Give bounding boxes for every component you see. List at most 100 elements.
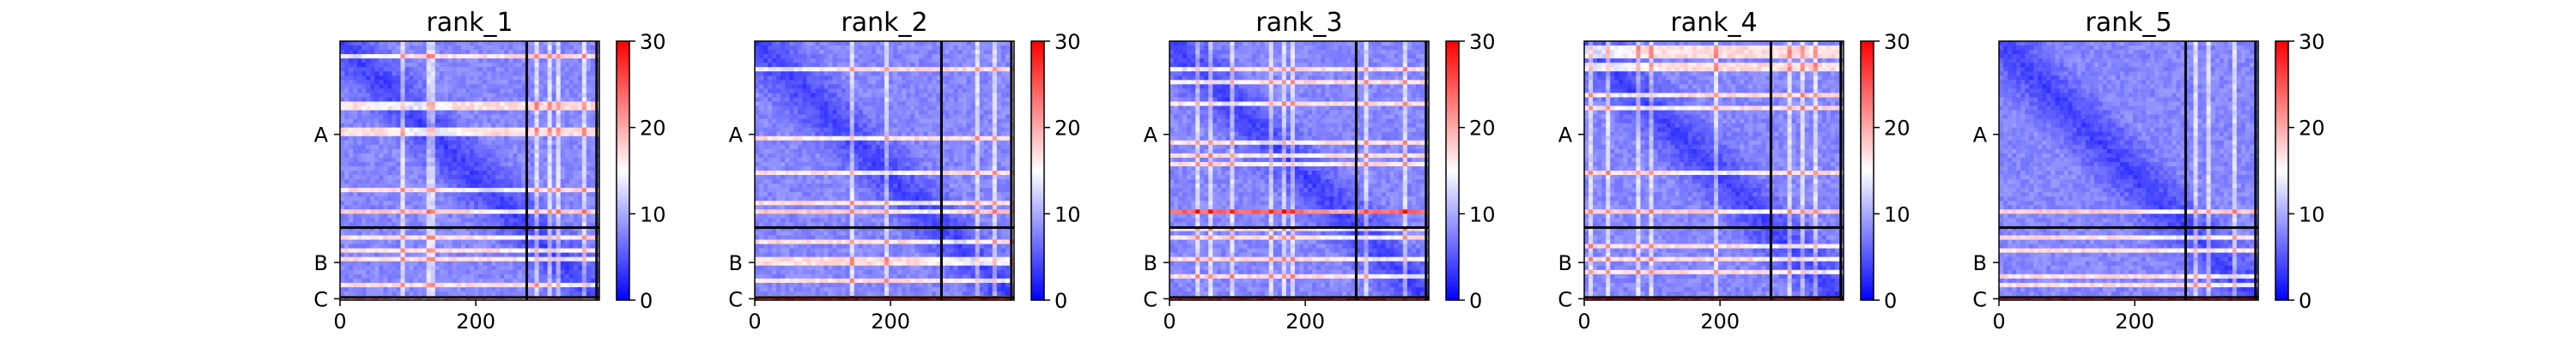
heatmap-cell — [544, 158, 548, 162]
heatmap-cell — [776, 119, 781, 123]
heatmap-cell — [414, 192, 418, 196]
heatmap-cell — [880, 54, 884, 58]
heatmap-cell — [500, 145, 504, 149]
heatmap-cell — [465, 292, 470, 296]
heatmap-cell — [470, 67, 474, 71]
heatmap-cell — [357, 88, 361, 93]
heatmap-cell — [910, 80, 914, 84]
heatmap-cell — [448, 175, 453, 179]
heatmap-cell — [789, 123, 793, 128]
heatmap-cell — [548, 123, 552, 128]
heatmap-cell — [353, 123, 357, 128]
heatmap-cell — [569, 88, 574, 93]
heatmap-cell — [513, 115, 517, 119]
heatmap-cell — [967, 101, 971, 105]
heatmap-cell — [435, 214, 440, 218]
heatmap-cell — [483, 97, 487, 101]
heatmap-cell — [474, 58, 478, 63]
heatmap-cell — [400, 128, 404, 132]
heatmap-cell — [513, 231, 517, 235]
heatmap-cell — [544, 145, 548, 149]
heatmap-cell — [478, 88, 483, 93]
heatmap-cell — [574, 205, 578, 209]
heatmap-cell — [574, 136, 578, 141]
heatmap-cell — [387, 123, 392, 128]
heatmap-cell — [383, 262, 387, 266]
heatmap-cell — [370, 192, 374, 196]
heatmap-cell — [530, 205, 534, 209]
heatmap-cell — [495, 115, 500, 119]
heatmap-cell — [768, 88, 772, 93]
heatmap-cell — [548, 80, 552, 84]
heatmap-cell — [932, 54, 936, 58]
heatmap-cell — [850, 132, 854, 136]
heatmap-cell — [889, 128, 893, 132]
heatmap-cell — [578, 119, 582, 123]
heatmap-cell — [993, 84, 997, 88]
heatmap-cell — [422, 192, 427, 196]
heatmap-cell — [833, 80, 837, 84]
heatmap-cell — [552, 123, 556, 128]
heatmap-cell — [435, 158, 440, 162]
heatmap-cell — [872, 123, 876, 128]
heatmap-cell — [453, 287, 457, 292]
heatmap-cell — [444, 231, 448, 235]
heatmap-cell — [427, 201, 431, 205]
heatmap-cell — [470, 283, 474, 287]
heatmap-cell — [802, 41, 806, 45]
heatmap-cell — [400, 214, 404, 218]
heatmap-cell — [431, 188, 435, 192]
heatmap-cell — [414, 63, 418, 67]
heatmap-cell — [954, 123, 958, 128]
heatmap-cell — [435, 196, 440, 201]
heatmap-cell — [427, 158, 431, 162]
heatmap-cell — [591, 158, 595, 162]
heatmap-cell — [508, 253, 513, 257]
heatmap-cell — [379, 184, 383, 188]
heatmap-cell — [396, 240, 400, 244]
heatmap-cell — [967, 58, 971, 63]
heatmap-cell — [392, 97, 396, 101]
heatmap-cell — [815, 67, 819, 71]
heatmap-cell — [793, 75, 798, 80]
heatmap-cell — [993, 58, 997, 63]
heatmap-cell — [435, 162, 440, 166]
heatmap-cell — [340, 184, 344, 188]
heatmap-cell — [535, 101, 539, 105]
heatmap-cell — [561, 88, 565, 93]
heatmap-cell — [535, 283, 539, 287]
heatmap-cell — [578, 71, 582, 75]
heatmap-cell — [884, 115, 889, 119]
heatmap-cell — [561, 266, 565, 270]
heatmap-cell — [461, 54, 465, 58]
heatmap-cell — [418, 236, 422, 240]
heatmap-cell — [453, 166, 457, 171]
heatmap-cell — [374, 231, 379, 235]
heatmap-cell — [517, 253, 521, 257]
heatmap-cell — [846, 111, 850, 115]
heatmap-cell — [582, 115, 586, 119]
heatmap-cell — [932, 67, 936, 71]
heatmap-cell — [820, 106, 824, 111]
heatmap-cell — [798, 45, 802, 50]
heatmap-cell — [548, 58, 552, 63]
heatmap-cell — [500, 149, 504, 153]
heatmap-cell — [544, 128, 548, 132]
heatmap-cell — [863, 93, 867, 97]
heatmap-cell — [578, 179, 582, 184]
heatmap-cell — [880, 88, 884, 93]
heatmap-cell — [470, 106, 474, 111]
heatmap-cell — [582, 41, 586, 45]
heatmap-cell — [392, 205, 396, 209]
heatmap-cell — [544, 115, 548, 119]
heatmap-cell — [824, 45, 829, 50]
heatmap-cell — [396, 128, 400, 132]
heatmap-cell — [837, 71, 841, 75]
heatmap-cell — [500, 71, 504, 75]
heatmap-cell — [461, 136, 465, 141]
heatmap-cell — [470, 270, 474, 274]
heatmap-cell — [435, 270, 440, 274]
heatmap-cell — [789, 101, 793, 105]
heatmap-cell — [897, 71, 902, 75]
heatmap-cell — [457, 84, 461, 88]
